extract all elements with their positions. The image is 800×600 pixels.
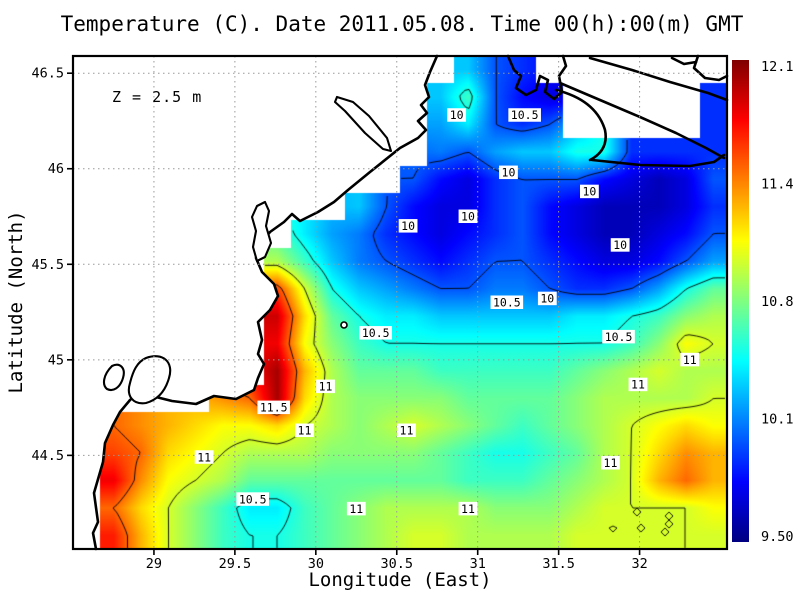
- contour-label-box: [490, 295, 524, 309]
- contour-label-box: [295, 423, 314, 438]
- contour-label-box: [537, 291, 557, 306]
- coastline-corner-1: [692, 54, 729, 82]
- contour-label-box: [236, 492, 269, 506]
- contour-label-box: [610, 238, 630, 252]
- plot-title: Temperature (C). Date 2011.05.08. Time 0…: [61, 12, 744, 36]
- gridlines: [73, 56, 727, 549]
- contour-label-box: [447, 108, 467, 122]
- contour-label: 10: [461, 210, 475, 224]
- contour-label-box: [257, 400, 291, 415]
- y-tick-label: 46: [48, 161, 64, 177]
- x-tick-label: 29.5: [219, 556, 252, 572]
- y-tick-label: 45.5: [31, 257, 64, 273]
- contour-label-box: [194, 450, 214, 464]
- contour-label: 10: [502, 166, 516, 180]
- coastline-west: [91, 54, 439, 551]
- contour-label: 11: [197, 450, 211, 464]
- contour-label: 11: [349, 502, 363, 516]
- contour-label: 11: [319, 380, 333, 394]
- axis-ticks: [67, 72, 641, 555]
- x-tick-label: 32: [631, 556, 647, 572]
- island-dot: [340, 321, 348, 329]
- depth-annotation: Z = 2.5 m: [112, 88, 202, 106]
- contour-label-box: [601, 456, 620, 470]
- contour-label: 10.5: [239, 492, 267, 506]
- colorbar-labels: 12.1 11.4 10.8 10.1 9.50: [761, 59, 794, 545]
- contour-label: 11.5: [260, 401, 288, 415]
- coastline-northeast-inlet: [506, 54, 568, 101]
- contour-label-box: [628, 377, 648, 392]
- contour-label: 10: [401, 219, 415, 233]
- x-axis-label: Longitude (East): [308, 569, 491, 591]
- contour-label: 11: [604, 456, 618, 470]
- y-axis-label: Latitude (North): [5, 210, 27, 393]
- estuary-dniester: [250, 200, 273, 263]
- lagoon-southwest-2: [102, 363, 125, 392]
- y-tick-label: 46.5: [31, 66, 64, 82]
- land-west: [73, 56, 437, 549]
- contour-label: 10: [450, 108, 464, 122]
- contour-label: 10: [540, 292, 554, 306]
- contour-label: 10.5: [362, 326, 390, 340]
- contour-label-box: [458, 209, 478, 224]
- contour-label: 10.5: [493, 296, 521, 310]
- coastline-spit-top: [558, 81, 726, 160]
- coastline-spit-bottom: [590, 153, 726, 168]
- colorbar-tick-label: 10.8: [761, 294, 794, 310]
- contour-label-box: [346, 501, 366, 516]
- contour-label: 11: [461, 502, 475, 516]
- y-tick-label: 44.5: [31, 448, 64, 464]
- contour-label-box: [397, 423, 416, 438]
- contour-label-box: [316, 379, 335, 394]
- coastline-dnieper-hook: [554, 88, 607, 162]
- contour-label: 10: [582, 185, 596, 199]
- x-tick-label: 31.5: [542, 556, 575, 572]
- contour-label: 11: [400, 424, 414, 438]
- contour-label-box: [359, 326, 393, 340]
- lagoon-southwest-1: [127, 355, 172, 405]
- contour-label: 10: [613, 238, 627, 252]
- colorbar-tick-label: 10.1: [761, 412, 794, 428]
- contour-label-box: [458, 501, 478, 516]
- lagoon-tiligul: [333, 95, 393, 153]
- colorbar-tick-label: 11.4: [761, 176, 794, 192]
- contour-label: 11: [631, 378, 645, 392]
- coastlines: [73, 54, 729, 551]
- plot-border: [71, 54, 729, 551]
- axis-tick-labels: 29 29.5 30 30.5 31 31.5 32 44.5 45 45.5 46 46.5: [31, 66, 647, 572]
- contour-label-box: [508, 108, 541, 122]
- contour-label-box: [398, 219, 418, 233]
- x-tick-label: 31: [470, 556, 486, 572]
- contour-label-box: [499, 165, 518, 180]
- contour-label-box: [602, 329, 635, 344]
- contour-label: 11: [298, 424, 312, 438]
- contour-labels: 10 10.5 10 10 10 10 10 10 10.5 10.5 10.5 11 11 11 11.5…: [194, 108, 700, 516]
- x-tick-label: 30: [308, 556, 324, 572]
- colorbar-tick-label: 12.1: [761, 59, 794, 75]
- contour-label-box: [680, 352, 700, 367]
- colorbar: [732, 60, 749, 542]
- coastline-upper-shore: [588, 56, 729, 102]
- coastline-corner-2: [670, 56, 698, 66]
- colorbar-tick-label: 9.50: [761, 529, 794, 545]
- contour-label: 10.5: [511, 108, 539, 122]
- x-tick-label: 29: [146, 556, 162, 572]
- x-tick-label: 30.5: [381, 556, 414, 572]
- contour-label: 11: [683, 353, 697, 367]
- y-tick-label: 45: [48, 352, 64, 368]
- contour-label: 10.5: [605, 330, 633, 344]
- contour-label-box: [580, 184, 599, 199]
